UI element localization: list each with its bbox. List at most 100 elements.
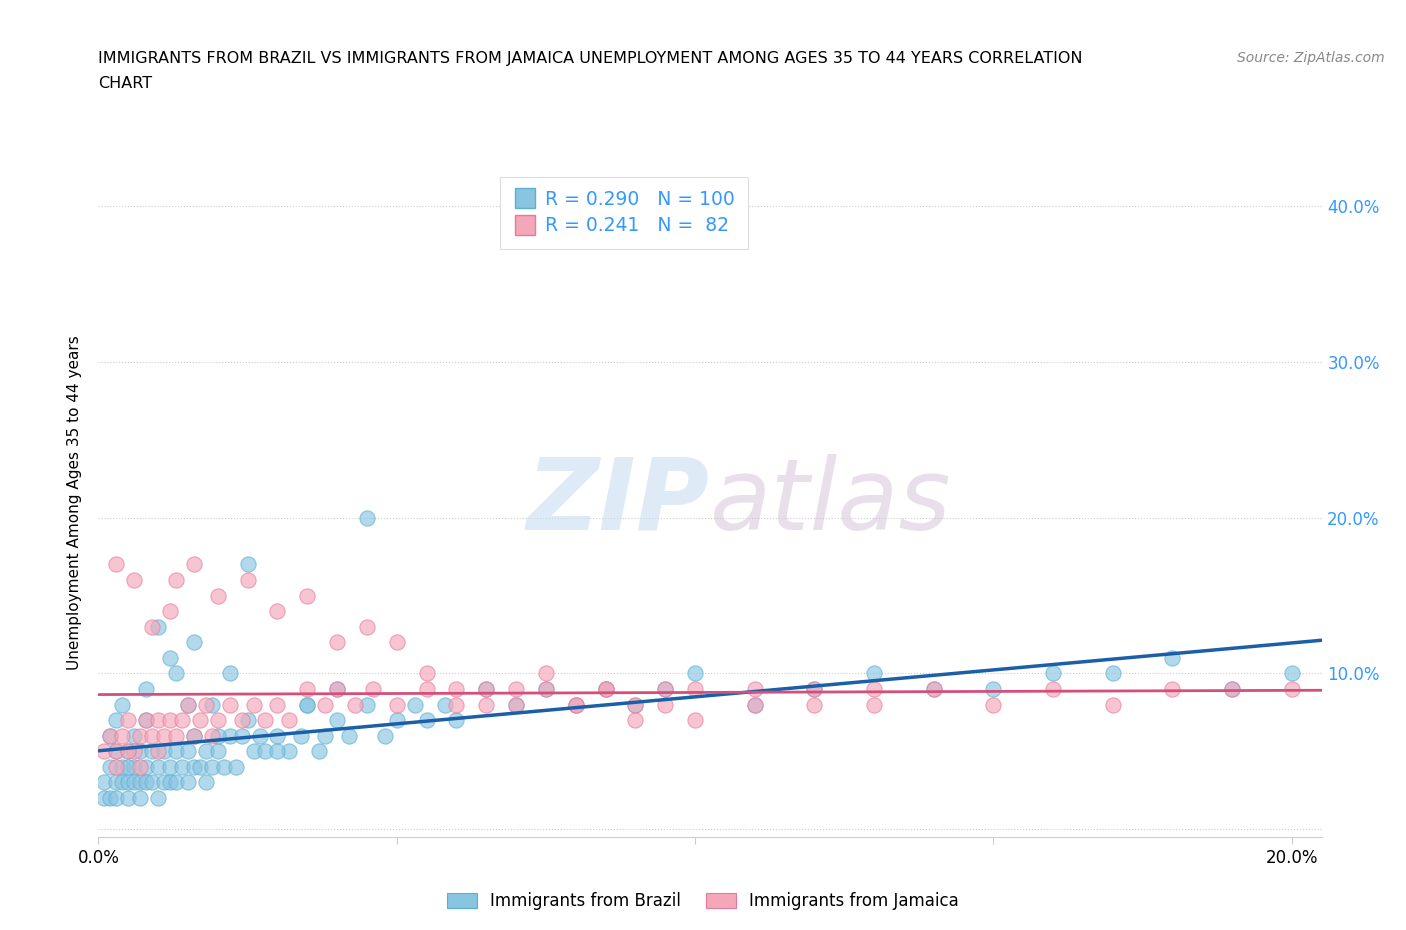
Point (129, 728, 152, 743)
Point (863, 698, 886, 712)
Point (326, 635, 349, 650)
Point (744, 698, 766, 712)
Point (141, 728, 163, 743)
Point (159, 604, 181, 618)
Point (863, 666, 886, 681)
Point (105, 760, 128, 775)
Point (159, 650, 181, 665)
Point (141, 775, 163, 790)
Point (129, 744, 152, 759)
Point (266, 728, 288, 743)
Point (343, 698, 366, 712)
Point (534, 682, 557, 697)
Point (93, 744, 115, 759)
Point (105, 557, 128, 572)
Point (446, 698, 468, 712)
Point (1101, 666, 1123, 681)
Point (361, 682, 384, 697)
Point (475, 698, 498, 712)
Point (159, 712, 181, 727)
Point (308, 744, 330, 759)
Point (201, 760, 224, 775)
Point (374, 728, 396, 743)
Point (153, 728, 176, 743)
Point (683, 682, 706, 697)
Point (249, 728, 271, 743)
Text: ZIP: ZIP (527, 454, 710, 551)
Point (326, 682, 349, 697)
Point (297, 698, 319, 712)
Point (105, 790, 128, 805)
Point (117, 712, 139, 727)
Point (654, 682, 676, 697)
Point (565, 698, 588, 712)
Point (146, 619, 169, 634)
Point (356, 698, 378, 712)
Point (105, 744, 128, 759)
Point (297, 682, 319, 697)
Point (1101, 698, 1123, 712)
Point (654, 698, 676, 712)
Point (254, 712, 277, 727)
Point (922, 682, 945, 697)
Point (177, 698, 200, 712)
Point (177, 744, 200, 759)
Point (433, 698, 456, 712)
Point (266, 604, 288, 618)
Point (415, 666, 437, 681)
Point (1220, 682, 1243, 697)
Point (534, 682, 557, 697)
Point (207, 712, 229, 727)
Point (93, 775, 115, 790)
Point (165, 666, 187, 681)
Point (122, 573, 145, 588)
Point (135, 712, 157, 727)
Point (153, 744, 176, 759)
Point (266, 698, 288, 712)
Point (744, 682, 766, 697)
Point (225, 760, 247, 775)
Point (565, 698, 588, 712)
Point (117, 775, 139, 790)
Point (183, 728, 205, 743)
Point (218, 666, 240, 681)
Point (146, 712, 169, 727)
Text: IMMIGRANTS FROM BRAZIL VS IMMIGRANTS FROM JAMAICA UNEMPLOYMENT AMONG AGES 35 TO : IMMIGRANTS FROM BRAZIL VS IMMIGRANTS FRO… (98, 51, 1083, 66)
Point (278, 744, 301, 759)
Text: Source: ZipAtlas.com: Source: ZipAtlas.com (1237, 51, 1385, 65)
Legend: R = 0.290   N = 100, R = 0.241   N =  82: R = 0.290 N = 100, R = 0.241 N = 82 (501, 177, 748, 248)
Point (117, 744, 139, 759)
Point (165, 728, 187, 743)
Point (135, 682, 157, 697)
Point (475, 682, 498, 697)
Point (297, 588, 319, 603)
Point (475, 682, 498, 697)
Point (231, 728, 253, 743)
Point (122, 744, 145, 759)
Point (505, 682, 527, 697)
Point (129, 790, 152, 805)
Text: CHART: CHART (98, 76, 152, 91)
Point (290, 728, 312, 743)
Point (194, 775, 217, 790)
Point (404, 698, 426, 712)
Point (1220, 682, 1243, 697)
Point (624, 698, 647, 712)
Point (117, 744, 139, 759)
Point (595, 682, 617, 697)
Point (266, 744, 288, 759)
Point (98, 790, 121, 805)
Point (165, 573, 187, 588)
Point (314, 728, 336, 743)
Point (153, 775, 176, 790)
Point (231, 712, 253, 727)
Point (212, 760, 235, 775)
Point (356, 619, 378, 634)
Point (165, 775, 187, 790)
Text: atlas: atlas (710, 454, 952, 551)
Point (505, 698, 527, 712)
Point (122, 728, 145, 743)
Point (385, 712, 408, 727)
Point (93, 790, 115, 805)
Point (683, 712, 706, 727)
